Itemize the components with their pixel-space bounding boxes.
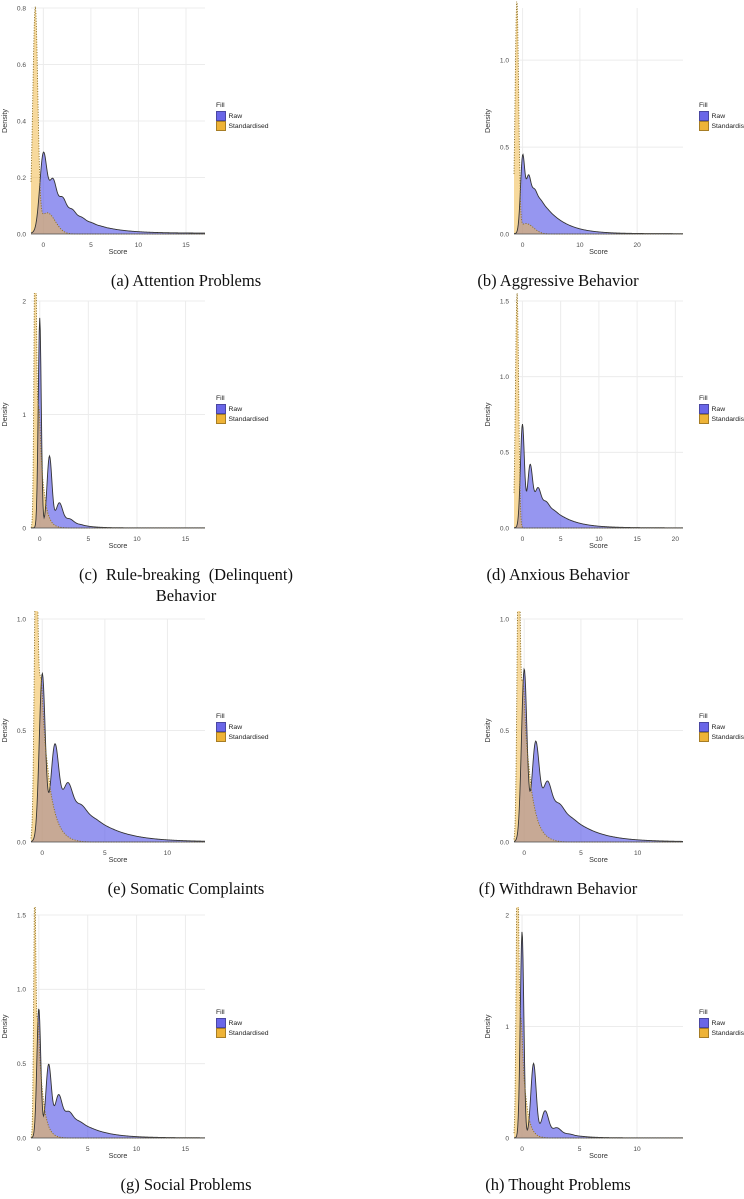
svg-text:0: 0 <box>505 1135 509 1142</box>
svg-text:10: 10 <box>576 242 584 249</box>
svg-text:Density: Density <box>0 1014 9 1038</box>
svg-text:Density: Density <box>483 1014 492 1038</box>
svg-text:10: 10 <box>634 850 642 857</box>
svg-text:Score: Score <box>109 1151 128 1160</box>
svg-text:0: 0 <box>22 525 26 532</box>
svg-text:0: 0 <box>37 1146 41 1153</box>
svg-text:Score: Score <box>109 541 128 550</box>
svg-text:2: 2 <box>22 298 26 305</box>
svg-text:10: 10 <box>633 1146 641 1153</box>
svg-text:0.8: 0.8 <box>17 5 26 12</box>
svg-text:0: 0 <box>520 1146 524 1153</box>
svg-text:0: 0 <box>521 536 525 543</box>
svg-text:1.0: 1.0 <box>500 57 509 64</box>
svg-text:15: 15 <box>182 536 190 543</box>
svg-text:5: 5 <box>103 850 107 857</box>
svg-text:0.0: 0.0 <box>500 525 509 532</box>
svg-text:Density: Density <box>0 402 9 426</box>
svg-text:1.0: 1.0 <box>500 616 509 623</box>
svg-text:Score: Score <box>589 1151 608 1160</box>
svg-text:0: 0 <box>38 536 42 543</box>
svg-text:1.0: 1.0 <box>500 374 509 381</box>
svg-text:Score: Score <box>589 247 608 256</box>
svg-text:Density: Density <box>0 109 9 133</box>
svg-text:0.2: 0.2 <box>17 175 26 182</box>
svg-text:0.0: 0.0 <box>17 839 26 846</box>
svg-text:0.0: 0.0 <box>500 231 509 238</box>
svg-text:15: 15 <box>182 242 190 249</box>
svg-text:5: 5 <box>89 242 93 249</box>
svg-text:0.4: 0.4 <box>17 118 26 125</box>
svg-text:0.5: 0.5 <box>500 728 509 735</box>
svg-text:Score: Score <box>109 855 128 864</box>
svg-text:1: 1 <box>505 1024 509 1031</box>
svg-text:1: 1 <box>22 412 26 419</box>
svg-text:15: 15 <box>182 1146 190 1153</box>
svg-text:Score: Score <box>589 855 608 864</box>
svg-text:5: 5 <box>87 536 91 543</box>
svg-text:1.5: 1.5 <box>17 912 26 919</box>
svg-text:Density: Density <box>483 718 492 742</box>
svg-text:10: 10 <box>164 850 172 857</box>
svg-text:0.5: 0.5 <box>17 1061 26 1068</box>
svg-text:0.0: 0.0 <box>17 1135 26 1142</box>
svg-text:Density: Density <box>483 109 492 133</box>
svg-text:20: 20 <box>672 536 680 543</box>
svg-text:10: 10 <box>135 242 143 249</box>
svg-text:0.5: 0.5 <box>500 144 509 151</box>
svg-text:0: 0 <box>521 242 525 249</box>
svg-text:Score: Score <box>109 247 128 256</box>
svg-text:0: 0 <box>42 242 46 249</box>
svg-text:5: 5 <box>578 1146 582 1153</box>
svg-text:1.5: 1.5 <box>500 298 509 305</box>
svg-text:5: 5 <box>86 1146 90 1153</box>
svg-text:0: 0 <box>40 850 44 857</box>
svg-text:20: 20 <box>633 242 641 249</box>
svg-text:1.0: 1.0 <box>17 987 26 994</box>
svg-text:Density: Density <box>0 718 9 742</box>
svg-text:10: 10 <box>133 1146 141 1153</box>
svg-text:2: 2 <box>505 912 509 919</box>
svg-text:0.6: 0.6 <box>17 62 26 69</box>
svg-text:0.5: 0.5 <box>500 450 509 457</box>
svg-text:5: 5 <box>579 850 583 857</box>
svg-text:0.0: 0.0 <box>17 231 26 238</box>
svg-text:0.0: 0.0 <box>500 839 509 846</box>
svg-text:0: 0 <box>522 850 526 857</box>
svg-text:15: 15 <box>633 536 641 543</box>
svg-text:Score: Score <box>589 541 608 550</box>
svg-text:5: 5 <box>559 536 563 543</box>
svg-text:1.0: 1.0 <box>17 616 26 623</box>
svg-text:Density: Density <box>483 402 492 426</box>
svg-text:0.5: 0.5 <box>17 728 26 735</box>
svg-text:10: 10 <box>133 536 141 543</box>
